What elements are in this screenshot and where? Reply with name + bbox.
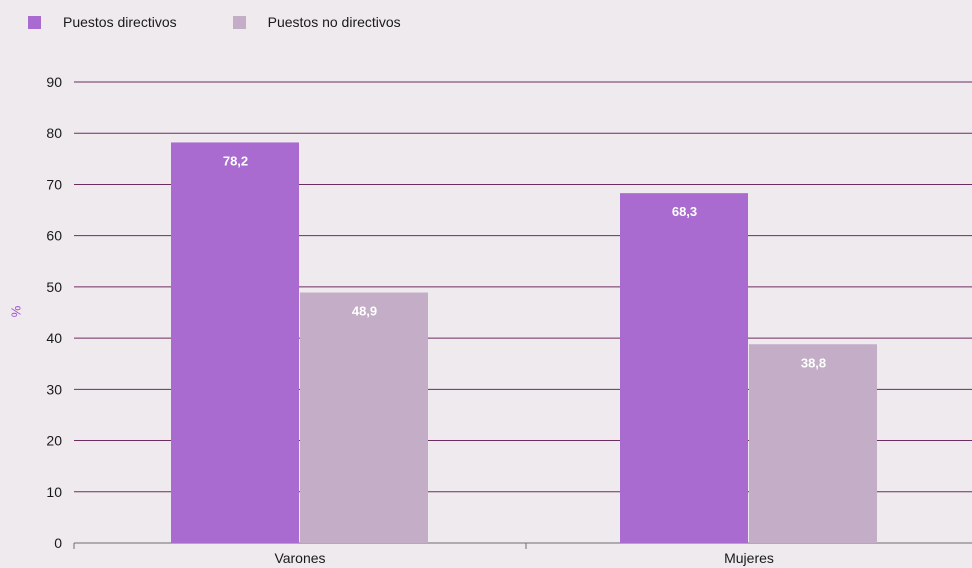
data-label-no-directivos-varones: 48,9: [352, 304, 377, 319]
y-tick-label-0: 0: [54, 535, 62, 551]
data-label-directivos-mujeres: 68,3: [672, 204, 697, 219]
y-tick-label-10: 10: [46, 484, 62, 500]
data-label-directivos-varones: 78,2: [223, 153, 248, 168]
y-tick-label-70: 70: [46, 176, 62, 192]
y-tick-label-60: 60: [46, 228, 62, 244]
data-label-no-directivos-mujeres: 38,8: [801, 355, 826, 370]
y-tick-label-20: 20: [46, 433, 62, 449]
legend-label-directivos: Puestos directivos: [63, 14, 177, 30]
x-category-label-varones: Varones: [274, 550, 325, 566]
y-tick-label-50: 50: [46, 279, 62, 295]
bar-directivos-mujeres: [620, 193, 748, 543]
bar-no-directivos-varones: [300, 292, 428, 543]
legend-swatch-no-directivos: [232, 15, 246, 29]
y-tick-label-80: 80: [46, 125, 62, 141]
x-category-label-mujeres: Mujeres: [724, 550, 774, 566]
bar-directivos-varones: [171, 142, 299, 544]
legend-swatch-directivos: [28, 15, 41, 29]
bar-no-directivos-mujeres: [749, 344, 877, 543]
legend-item-directivos: Puestos directivos: [28, 14, 177, 30]
y-tick-label-40: 40: [46, 330, 62, 346]
legend-item-no-directivos: Puestos no directivos: [232, 14, 401, 30]
legend-label-no-directivos: Puestos no directivos: [267, 14, 401, 30]
y-tick-label-90: 90: [46, 74, 62, 90]
legend: Puestos directivos Puestos no directivos: [28, 14, 457, 30]
y-tick-label-30: 30: [46, 381, 62, 397]
